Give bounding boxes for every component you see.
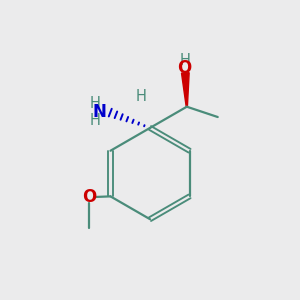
- Text: H: H: [89, 96, 100, 111]
- Text: N: N: [92, 103, 106, 121]
- Text: H: H: [179, 53, 190, 68]
- Text: O: O: [178, 58, 192, 76]
- Text: O: O: [82, 188, 96, 206]
- Text: H: H: [89, 113, 100, 128]
- Polygon shape: [182, 73, 189, 107]
- Text: H: H: [135, 89, 146, 104]
